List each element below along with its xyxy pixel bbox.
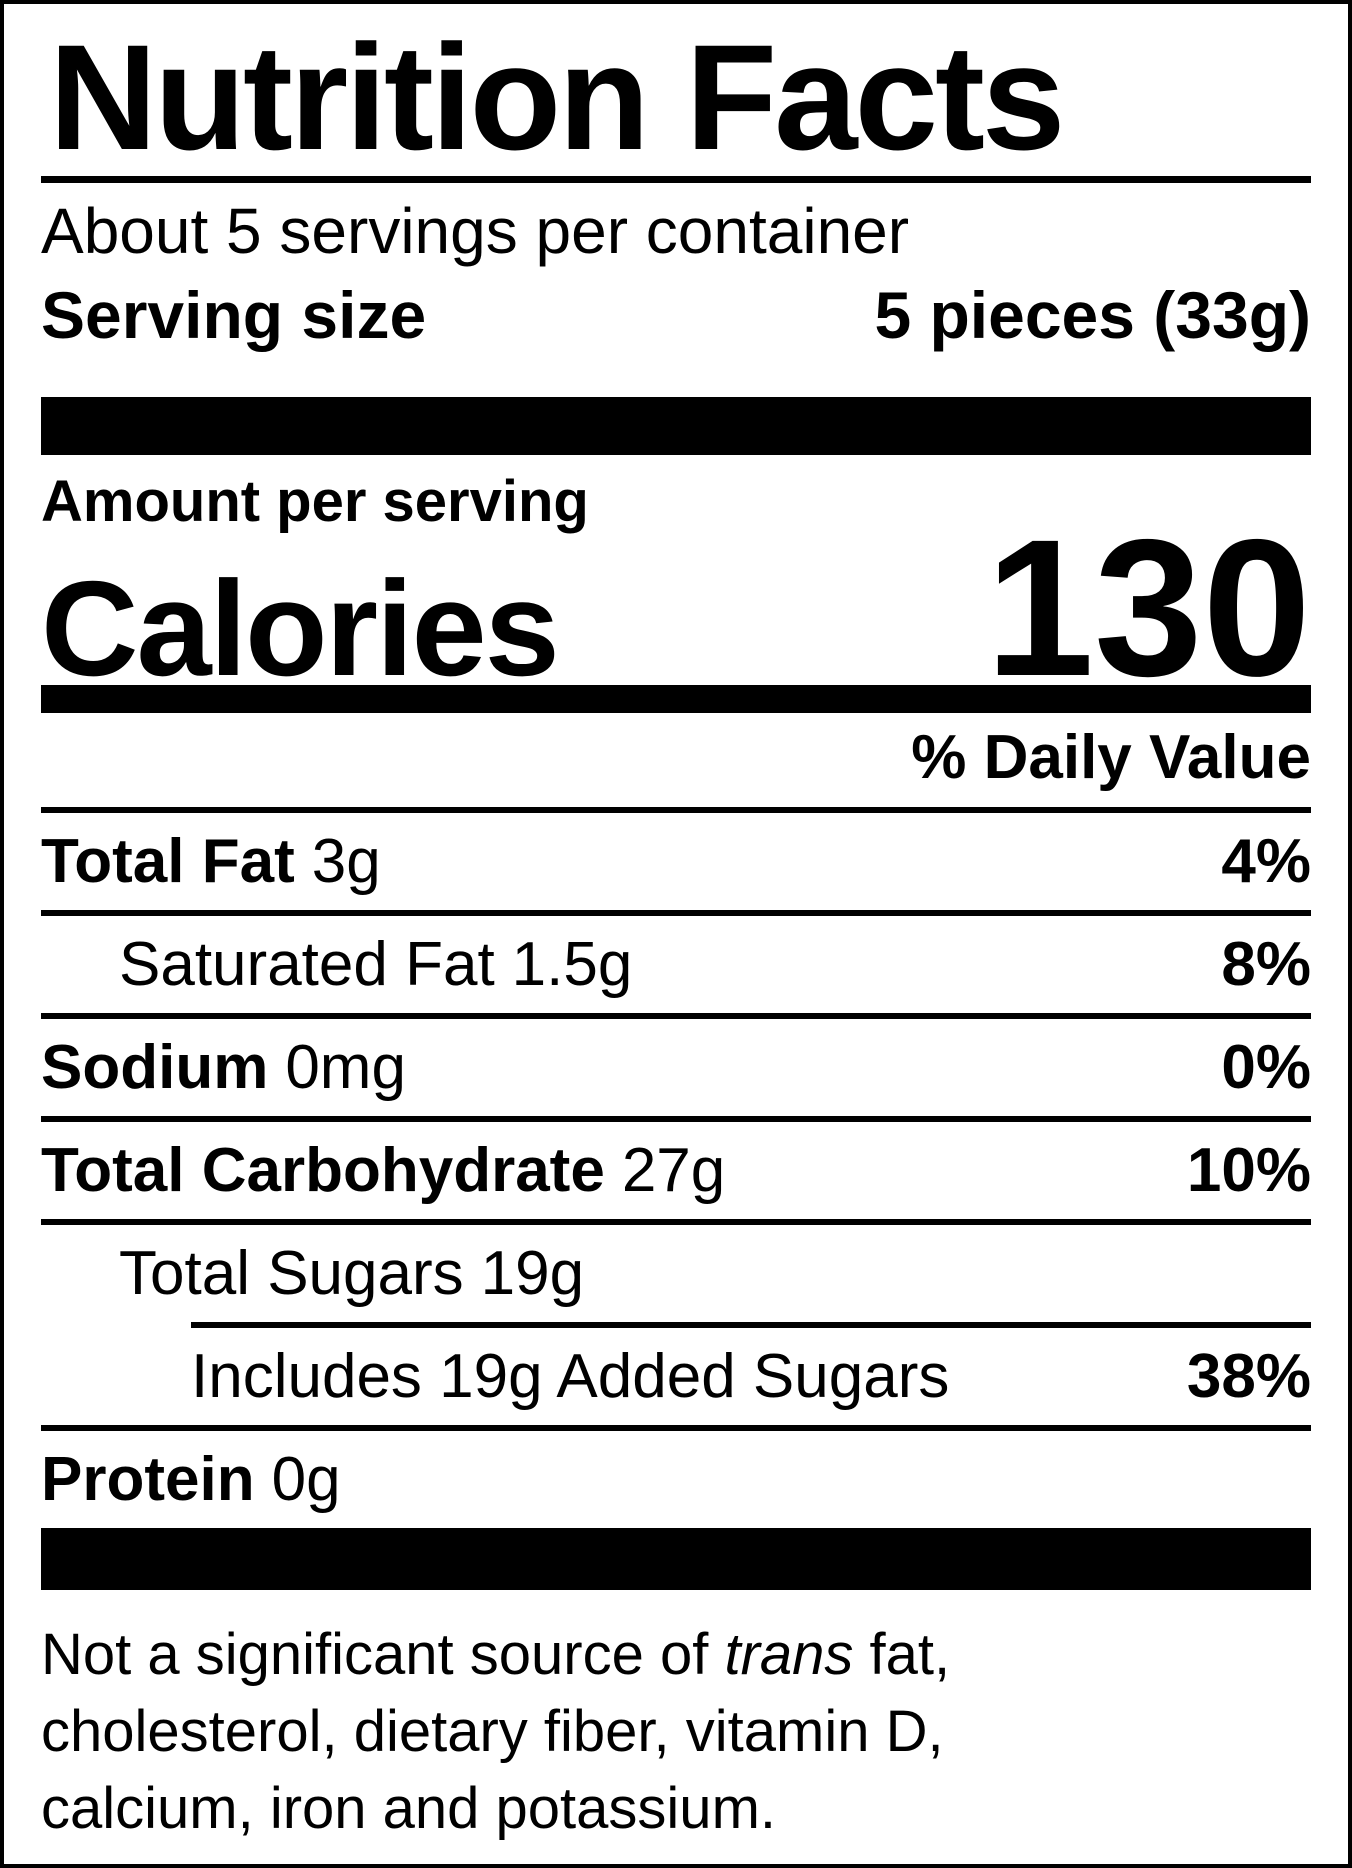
nutrient-name: Total Fat [41,827,295,897]
nutrient-daily-value: 38% [1186,1342,1311,1412]
footnote-text-start: Not a significant source of [41,1622,725,1688]
nutrient-separator-rule [41,910,1311,917]
nutrient-separator-rule [41,807,1311,814]
nutrient-row-sodium: Sodium 0mg 0% [41,1019,1311,1116]
thick-separator-bar-bottom [41,1528,1311,1591]
nutrient-daily-value: 8% [1221,930,1311,1000]
daily-value-header: % Daily Value [911,723,1311,793]
nutrient-name: Protein [41,1445,255,1515]
serving-size-row: Serving size 5 pieces (33g) [41,277,1311,352]
serving-size-value: 5 pieces (33g) [874,277,1311,352]
nutrient-row-protein: Protein 0g [41,1431,1311,1528]
nutrient-amount: 1.5g [511,930,633,1000]
nutrient-separator-rule [41,1013,1311,1020]
calories-label: Calories [41,553,560,705]
nutrient-daily-value: 10% [1186,1136,1311,1206]
thick-separator-bar-top [41,397,1311,456]
nutrient-row-added-sugars: Includes 19g Added Sugars 38% [41,1328,1311,1425]
nutrient-name: Saturated Fat [119,930,495,1000]
nutrient-amount: 3g [311,827,381,897]
nutrient-row-saturated-fat: Saturated Fat 1.5g 8% [41,916,1311,1013]
nutrient-amount: 27g [621,1136,726,1206]
nutrient-row-total-carbohydrate: Total Carbohydrate 27g 10% [41,1122,1311,1219]
nutrient-separator-rule [41,1219,1311,1226]
nutrient-row-total-fat: Total Fat 3g 4% [41,813,1311,910]
nutrient-name: Total Carbohydrate [41,1136,605,1206]
nutrient-separator-rule-partial [191,1322,1311,1329]
footnote-trans-italic: trans [724,1622,854,1688]
label-title: Nutrition Facts [49,13,1065,181]
nutrient-daily-value: 4% [1221,827,1311,897]
nutrient-name: Includes 19g Added Sugars [191,1342,950,1412]
nutrient-name: Sodium [41,1033,269,1103]
nutrient-daily-value: 0% [1221,1033,1311,1103]
calories-value: 130 [985,499,1311,718]
nutrient-amount: 0g [271,1445,341,1515]
calories-row: Calories 130 [41,499,1311,718]
nutrient-separator-rule [41,1116,1311,1123]
medium-separator-bar [41,685,1311,714]
nutrient-amount: 19g [480,1239,585,1309]
nutrient-name: Total Sugars [119,1239,464,1309]
amount-per-serving-label: Amount per serving [41,469,589,535]
nutrient-amount: 0mg [285,1033,406,1103]
servings-per-container: About 5 servings per container [41,195,910,267]
nutrient-separator-rule [41,1425,1311,1432]
serving-size-label: Serving size [41,277,427,352]
footnote-text-end: fat, cholesterol, dietary fiber, vitamin… [41,1622,951,1842]
footnote: Not a significant source of trans fat, c… [41,1616,1161,1847]
title-separator-rule [41,176,1311,183]
nutrient-row-total-sugars: Total Sugars 19g [41,1225,1311,1322]
